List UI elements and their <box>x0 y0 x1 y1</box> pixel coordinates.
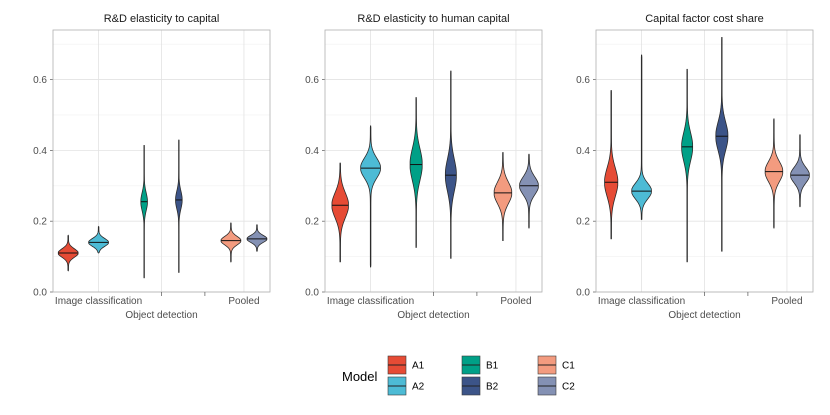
legend-label-A1: A1 <box>412 361 425 372</box>
y-tick-label: 0.2 <box>305 217 319 228</box>
violin-B1 <box>409 97 423 248</box>
x-category-label: Object detection <box>397 310 469 321</box>
panel-1: R&D elasticity to capital 0.0 0.2 0.4 0.6 Ima… <box>33 13 271 321</box>
violin-C1 <box>493 152 513 242</box>
legend-label-A2: A2 <box>412 382 425 393</box>
y-tick-label: 0.0 <box>33 288 47 299</box>
violin-B1 <box>140 145 148 279</box>
x-category-label: Pooled <box>228 296 259 307</box>
y-tick-label: 0.6 <box>576 75 590 86</box>
x-category-label: Image classification <box>598 296 685 307</box>
y-tick-label: 0.6 <box>33 75 47 86</box>
panel-title: R&D elasticity to capital <box>104 13 220 25</box>
violin-A2 <box>360 125 381 268</box>
x-category-label: Object detection <box>668 310 740 321</box>
y-tick-label: 0.0 <box>305 288 319 299</box>
y-tick-label: 0.2 <box>33 217 47 228</box>
panel-2: R&D elasticity to human capital 0.0 0.2 0.4… <box>305 13 543 321</box>
violin-A1 <box>604 90 619 240</box>
legend: Model A1 A2 B1 B2 C1 C2 <box>342 355 575 396</box>
violin-A1 <box>331 162 349 263</box>
legend-label-C1: C1 <box>562 361 575 372</box>
violin-C2 <box>246 224 268 252</box>
x-category-label: Image classification <box>327 296 414 307</box>
violin-B2 <box>444 70 457 259</box>
panel-title: R&D elasticity to human capital <box>357 13 509 25</box>
y-tick-label: 0.6 <box>305 75 319 86</box>
panel-3: Capital factor cost share 0.0 0.2 0.4 0.6 Ima… <box>576 13 814 321</box>
x-category-label: Object detection <box>125 310 197 321</box>
violin-A2 <box>88 225 109 254</box>
violin-A2 <box>631 54 652 220</box>
y-tick-label: 0.4 <box>576 146 590 157</box>
panel-title: Capital factor cost share <box>645 13 764 25</box>
y-tick-label: 0.2 <box>576 217 590 228</box>
legend-label-B2: B2 <box>486 382 499 393</box>
violin-B2 <box>175 139 183 273</box>
x-category-label: Image classification <box>55 296 142 307</box>
violin-C1 <box>220 221 242 263</box>
legend-label-C2: C2 <box>562 382 575 393</box>
x-category-label: Pooled <box>500 296 531 307</box>
violin-C2 <box>790 134 810 208</box>
legend-label-B1: B1 <box>486 361 499 372</box>
violin-B1 <box>681 68 694 263</box>
legend-title: Model <box>342 369 378 384</box>
y-tick-label: 0.0 <box>576 288 590 299</box>
violin-C2 <box>519 153 539 229</box>
y-tick-label: 0.4 <box>33 146 47 157</box>
violin-B2 <box>715 37 729 252</box>
y-tick-label: 0.4 <box>305 146 319 157</box>
violin-C1 <box>764 118 784 229</box>
x-category-label: Pooled <box>771 296 802 307</box>
